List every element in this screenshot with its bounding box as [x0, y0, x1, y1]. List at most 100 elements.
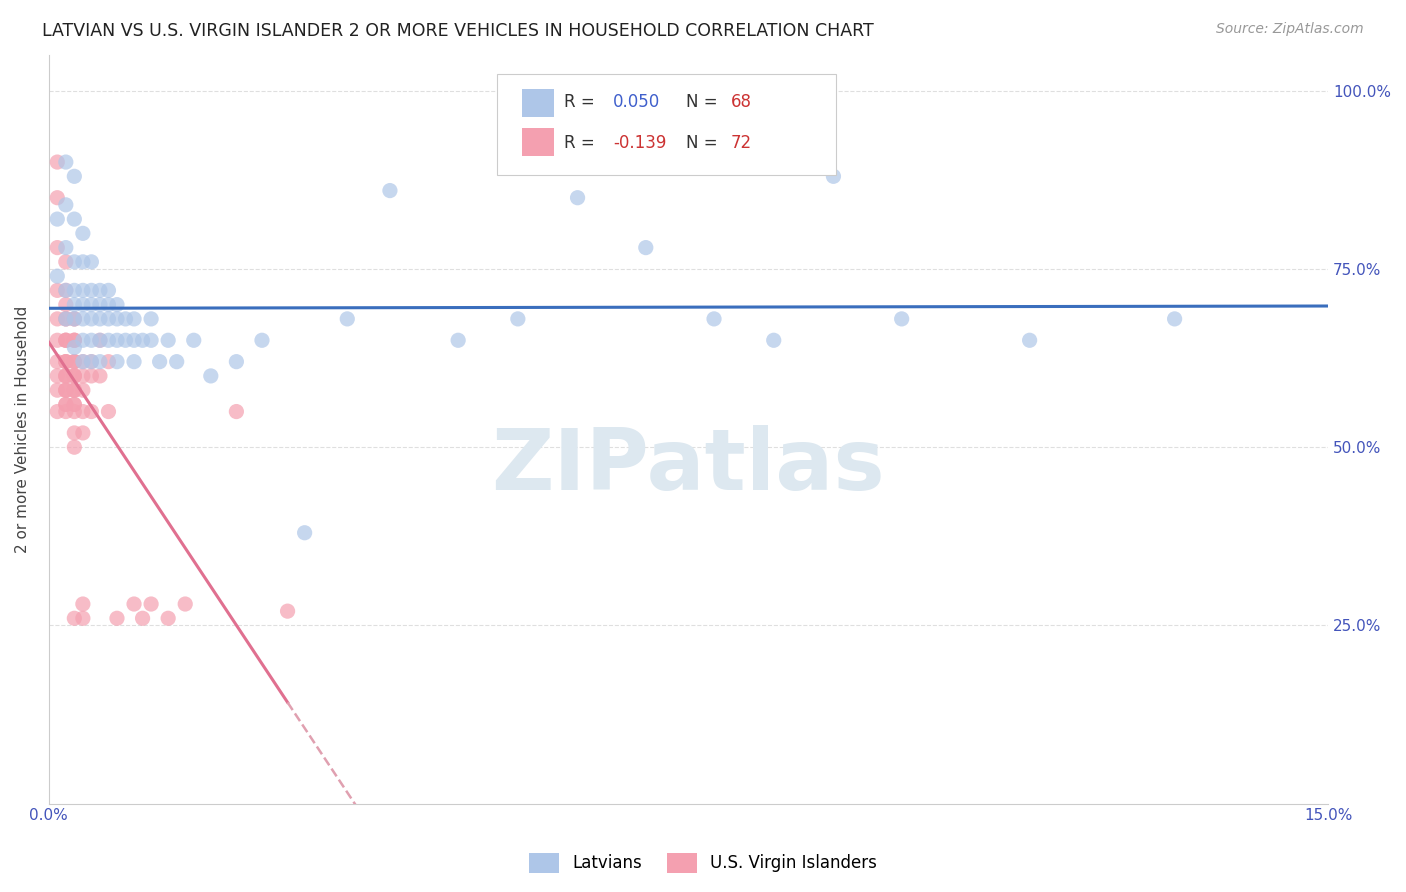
Text: LATVIAN VS U.S. VIRGIN ISLANDER 2 OR MORE VEHICLES IN HOUSEHOLD CORRELATION CHAR: LATVIAN VS U.S. VIRGIN ISLANDER 2 OR MOR… [42, 22, 875, 40]
Point [122, 311, 145, 326]
Point [122, 333, 145, 347]
FancyBboxPatch shape [496, 74, 835, 175]
Point [703, 311, 725, 326]
FancyBboxPatch shape [522, 128, 554, 156]
Point [567, 191, 589, 205]
Point [46, 191, 69, 205]
Point [55, 397, 77, 411]
Point [157, 611, 180, 625]
Point [63, 169, 86, 184]
Point [63, 311, 86, 326]
Point [72, 404, 94, 418]
Point [72, 368, 94, 383]
Point [506, 311, 529, 326]
Point [97, 298, 120, 312]
Point [89, 368, 111, 383]
Point [55, 383, 77, 397]
Text: 68: 68 [731, 94, 752, 112]
Point [55, 383, 77, 397]
Point [55, 354, 77, 368]
Point [80, 404, 103, 418]
Point [89, 284, 111, 298]
Point [46, 368, 69, 383]
Point [105, 354, 128, 368]
Point [97, 354, 120, 368]
Point [336, 311, 359, 326]
Point [63, 284, 86, 298]
Point [139, 333, 162, 347]
Point [89, 311, 111, 326]
Point [63, 397, 86, 411]
Point [63, 333, 86, 347]
Point [890, 311, 912, 326]
Point [72, 597, 94, 611]
Point [183, 333, 205, 347]
Point [46, 155, 69, 169]
Point [46, 311, 69, 326]
Point [294, 525, 316, 540]
Point [200, 368, 222, 383]
Point [63, 298, 86, 312]
Point [131, 333, 153, 347]
Point [80, 333, 103, 347]
Point [55, 198, 77, 212]
Text: 0.050: 0.050 [613, 94, 661, 112]
Point [105, 298, 128, 312]
Point [63, 333, 86, 347]
Point [46, 284, 69, 298]
Point [174, 597, 197, 611]
Point [63, 368, 86, 383]
Point [80, 255, 103, 269]
Point [1163, 311, 1185, 326]
Point [63, 440, 86, 454]
Point [55, 404, 77, 418]
Point [63, 404, 86, 418]
Point [46, 383, 69, 397]
Point [250, 333, 273, 347]
Point [225, 354, 247, 368]
Point [97, 284, 120, 298]
Point [89, 333, 111, 347]
Point [63, 212, 86, 227]
Point [63, 311, 86, 326]
Point [55, 284, 77, 298]
Point [277, 604, 299, 618]
Point [157, 333, 180, 347]
Point [105, 311, 128, 326]
Point [114, 311, 136, 326]
Text: N =: N = [686, 134, 723, 152]
Point [105, 611, 128, 625]
Point [97, 333, 120, 347]
Point [1018, 333, 1040, 347]
Point [46, 269, 69, 284]
Point [114, 333, 136, 347]
Text: 72: 72 [731, 134, 752, 152]
Point [72, 354, 94, 368]
Point [80, 354, 103, 368]
Point [89, 333, 111, 347]
Point [63, 368, 86, 383]
Point [46, 241, 69, 255]
Point [55, 368, 77, 383]
Point [139, 311, 162, 326]
Point [80, 354, 103, 368]
Point [823, 169, 845, 184]
Point [97, 311, 120, 326]
Point [55, 333, 77, 347]
Point [55, 311, 77, 326]
Point [63, 333, 86, 347]
Point [63, 354, 86, 368]
Point [131, 611, 153, 625]
Point [72, 333, 94, 347]
Point [55, 383, 77, 397]
Point [447, 333, 470, 347]
Point [80, 298, 103, 312]
Text: N =: N = [686, 94, 723, 112]
Point [55, 284, 77, 298]
Point [72, 298, 94, 312]
Point [63, 311, 86, 326]
Point [46, 212, 69, 227]
Point [225, 404, 247, 418]
Point [105, 333, 128, 347]
Point [97, 404, 120, 418]
